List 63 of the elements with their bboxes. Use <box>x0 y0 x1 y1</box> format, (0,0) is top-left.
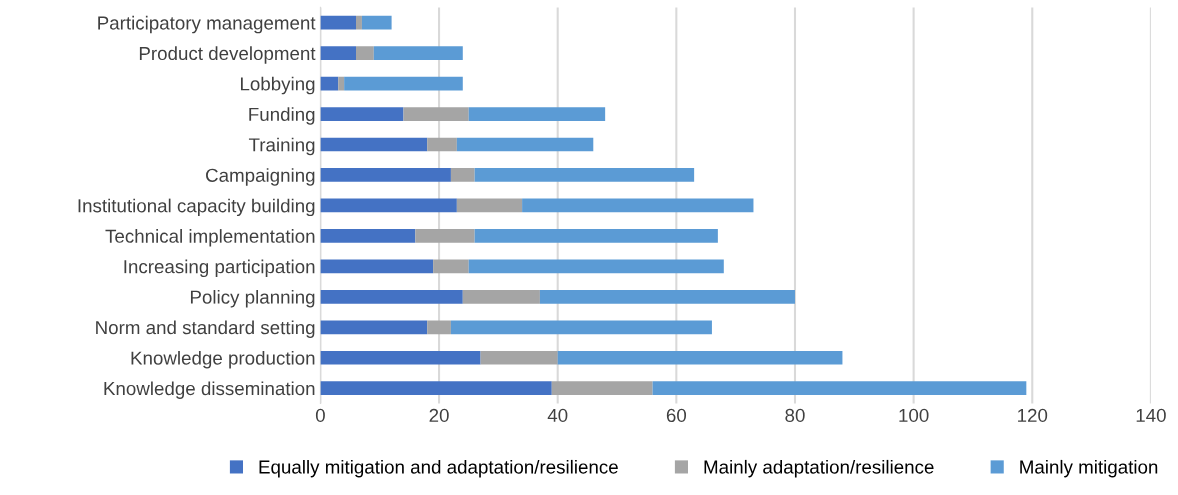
y-tick-label: Funding <box>249 107 315 125</box>
x-tick-label: 120 <box>1018 408 1048 423</box>
y-tick-label: Knowledge production <box>131 350 315 369</box>
y-tick-label: Product development <box>139 46 316 64</box>
y-tick-label: Campaigning <box>206 168 315 186</box>
bar <box>456 198 523 213</box>
bar <box>480 350 558 365</box>
y-tick-label: Norm and standard setting <box>96 320 315 338</box>
bar <box>427 320 451 335</box>
y-tick-label: Institutional capacity building <box>78 198 315 217</box>
legend-label: Equally mitigation and adaptation/resilience <box>259 459 618 478</box>
bar <box>468 107 606 121</box>
legend-label: Mainly mitigation <box>1020 459 1158 478</box>
bar <box>320 107 404 121</box>
bar <box>450 320 712 335</box>
x-tick-label: 140 <box>1136 408 1166 423</box>
bar <box>522 198 754 213</box>
bar <box>450 168 475 182</box>
y-tick-label: Knowledge dissemination <box>104 381 315 399</box>
bar <box>320 46 357 60</box>
bar <box>320 350 481 365</box>
x-tick-label: 0 <box>315 408 325 423</box>
bar <box>320 229 416 243</box>
bar <box>373 46 463 60</box>
legend-label: Mainly adaptation/resilience <box>704 459 934 478</box>
bar <box>361 15 392 30</box>
x-tick-label: 60 <box>666 408 687 423</box>
bar <box>551 381 653 396</box>
x-tick-label: 100 <box>899 408 929 423</box>
bar <box>320 259 434 274</box>
bar <box>652 381 1027 396</box>
bar <box>456 137 594 152</box>
bar <box>320 198 457 213</box>
bar <box>338 76 345 91</box>
y-tick-label: Technical implementation <box>105 229 315 247</box>
bar <box>539 289 795 304</box>
x-tick-label: 40 <box>547 408 568 423</box>
bar <box>415 229 475 243</box>
bar <box>356 15 362 30</box>
bar <box>468 259 724 274</box>
bar <box>427 137 457 152</box>
bar <box>320 381 552 396</box>
bar <box>433 259 469 274</box>
y-tick-label: Increasing participation <box>124 259 315 278</box>
y-tick-label: Participatory management <box>98 15 316 34</box>
bar <box>320 137 428 152</box>
bar <box>320 76 339 91</box>
y-tick-label: Lobbying <box>240 76 315 95</box>
bar <box>320 289 463 304</box>
bar <box>474 229 718 243</box>
x-tick-label: 20 <box>429 408 449 423</box>
bar <box>557 350 843 365</box>
bar <box>356 46 374 60</box>
bar <box>403 107 469 121</box>
bar <box>320 168 451 182</box>
bar <box>462 289 540 304</box>
y-tick-label: Training <box>248 137 315 156</box>
bar <box>344 76 463 91</box>
bar <box>474 168 695 182</box>
bar <box>320 320 428 335</box>
y-tick-label: Policy planning <box>190 290 315 308</box>
bar <box>320 15 357 30</box>
x-tick-label: 80 <box>785 408 805 423</box>
